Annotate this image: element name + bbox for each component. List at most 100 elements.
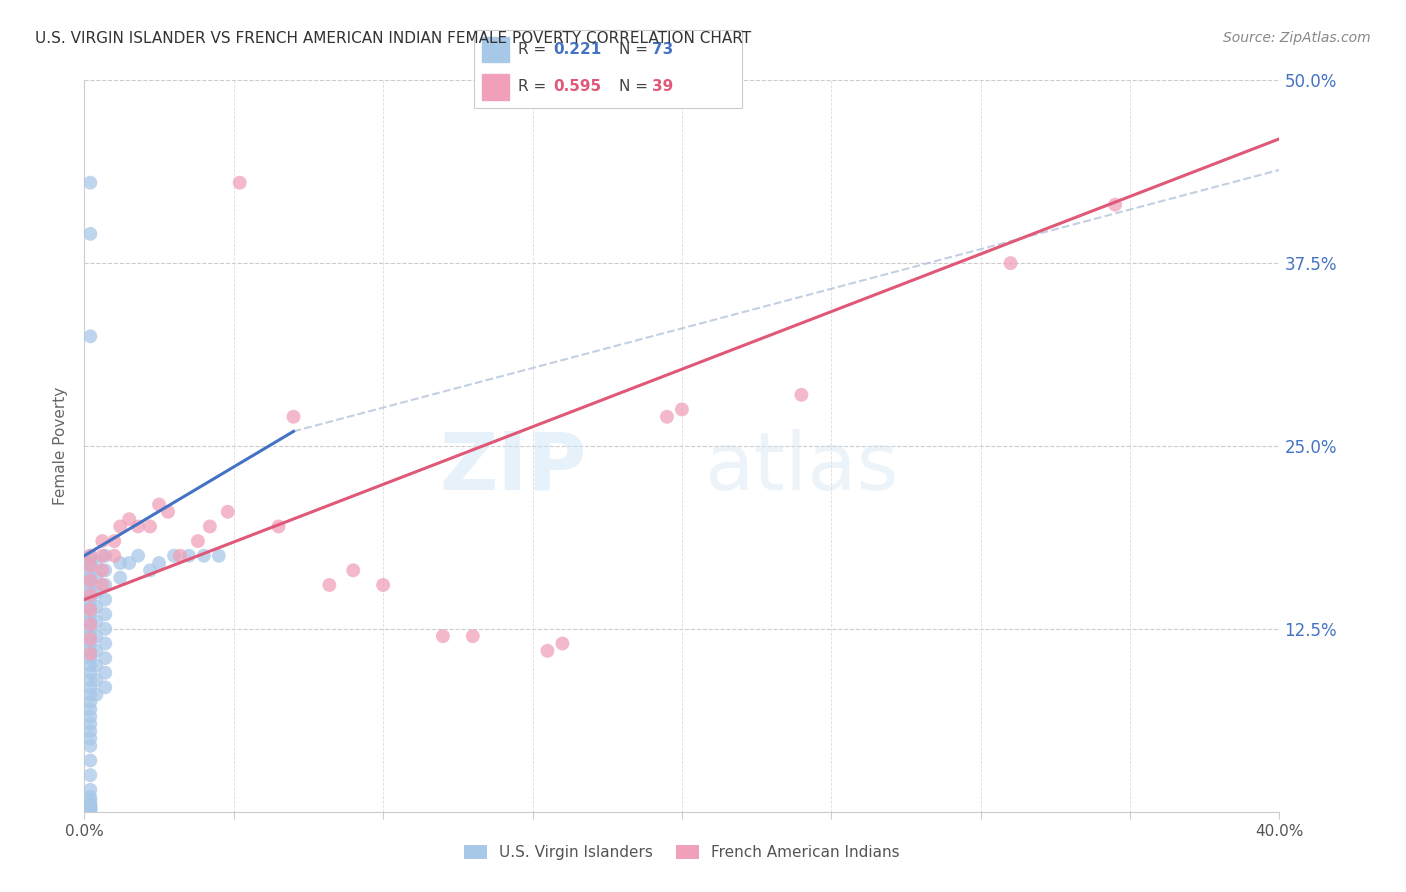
Point — [79, 585, 101, 599]
Point — [118, 556, 141, 570]
Point — [169, 549, 191, 563]
Point — [79, 636, 101, 650]
Point — [193, 549, 215, 563]
Point — [79, 556, 101, 570]
Point — [79, 629, 101, 643]
Bar — [482, 37, 509, 62]
Point — [373, 578, 395, 592]
Point — [86, 629, 108, 643]
Point — [86, 571, 108, 585]
Point — [79, 793, 101, 807]
Point — [79, 797, 101, 812]
Point — [79, 709, 101, 723]
Point — [86, 644, 108, 658]
Point — [1000, 256, 1022, 270]
Text: 0.221: 0.221 — [554, 42, 602, 57]
Point — [110, 571, 132, 585]
Point — [91, 549, 114, 563]
Point — [103, 534, 125, 549]
Point — [342, 563, 364, 577]
Text: 39: 39 — [652, 79, 673, 95]
Legend: U.S. Virgin Islanders, French American Indians: U.S. Virgin Islanders, French American I… — [458, 839, 905, 866]
Point — [139, 563, 162, 577]
Point — [91, 534, 114, 549]
Point — [94, 592, 117, 607]
Point — [79, 790, 101, 805]
Point — [79, 803, 101, 817]
Point — [79, 176, 101, 190]
Point — [86, 658, 108, 673]
Point — [91, 563, 114, 577]
Point — [86, 556, 108, 570]
Point — [110, 519, 132, 533]
Point — [79, 688, 101, 702]
Point — [94, 622, 117, 636]
Point — [79, 731, 101, 746]
Point — [86, 599, 108, 614]
Point — [110, 556, 132, 570]
Point — [283, 409, 305, 424]
Point — [79, 549, 101, 563]
Point — [79, 571, 101, 585]
Point — [79, 592, 101, 607]
Point — [79, 681, 101, 695]
Point — [79, 739, 101, 753]
Point — [79, 695, 101, 709]
Point — [551, 636, 574, 650]
Text: atlas: atlas — [704, 429, 898, 507]
Point — [1104, 197, 1126, 211]
Point — [79, 717, 101, 731]
Point — [79, 802, 101, 816]
Point — [318, 578, 340, 592]
Point — [671, 402, 693, 417]
Point — [86, 673, 108, 687]
Text: N =: N = — [619, 79, 652, 95]
Point — [94, 651, 117, 665]
Point — [79, 578, 101, 592]
Point — [79, 665, 101, 680]
Point — [86, 615, 108, 629]
Point — [86, 688, 108, 702]
Point — [103, 549, 125, 563]
Point — [79, 622, 101, 636]
Text: Source: ZipAtlas.com: Source: ZipAtlas.com — [1223, 31, 1371, 45]
Point — [79, 802, 101, 816]
Point — [79, 607, 101, 622]
Point — [94, 665, 117, 680]
Point — [94, 578, 117, 592]
Point — [655, 409, 678, 424]
Point — [790, 388, 813, 402]
Point — [79, 782, 101, 797]
Text: ZIP: ZIP — [439, 429, 586, 507]
Point — [79, 754, 101, 768]
Text: R =: R = — [517, 79, 551, 95]
Point — [79, 647, 101, 661]
Point — [127, 549, 149, 563]
Point — [79, 673, 101, 687]
Text: R =: R = — [517, 42, 551, 57]
Point — [94, 549, 117, 563]
Point — [139, 519, 162, 533]
Point — [86, 585, 108, 599]
Point — [79, 803, 101, 817]
Point — [79, 558, 101, 573]
Point — [94, 636, 117, 650]
Text: 73: 73 — [652, 42, 673, 57]
Point — [148, 556, 170, 570]
Point — [94, 563, 117, 577]
Point — [198, 519, 221, 533]
Point — [79, 563, 101, 577]
Text: U.S. VIRGIN ISLANDER VS FRENCH AMERICAN INDIAN FEMALE POVERTY CORRELATION CHART: U.S. VIRGIN ISLANDER VS FRENCH AMERICAN … — [35, 31, 751, 46]
Point — [148, 498, 170, 512]
Point — [163, 549, 186, 563]
Point — [79, 800, 101, 814]
Point — [79, 632, 101, 646]
Y-axis label: Female Poverty: Female Poverty — [53, 387, 69, 505]
Point — [91, 578, 114, 592]
Point — [79, 599, 101, 614]
Point — [79, 800, 101, 814]
Point — [79, 549, 101, 563]
Text: N =: N = — [619, 42, 652, 57]
Point — [118, 512, 141, 526]
Point — [79, 603, 101, 617]
